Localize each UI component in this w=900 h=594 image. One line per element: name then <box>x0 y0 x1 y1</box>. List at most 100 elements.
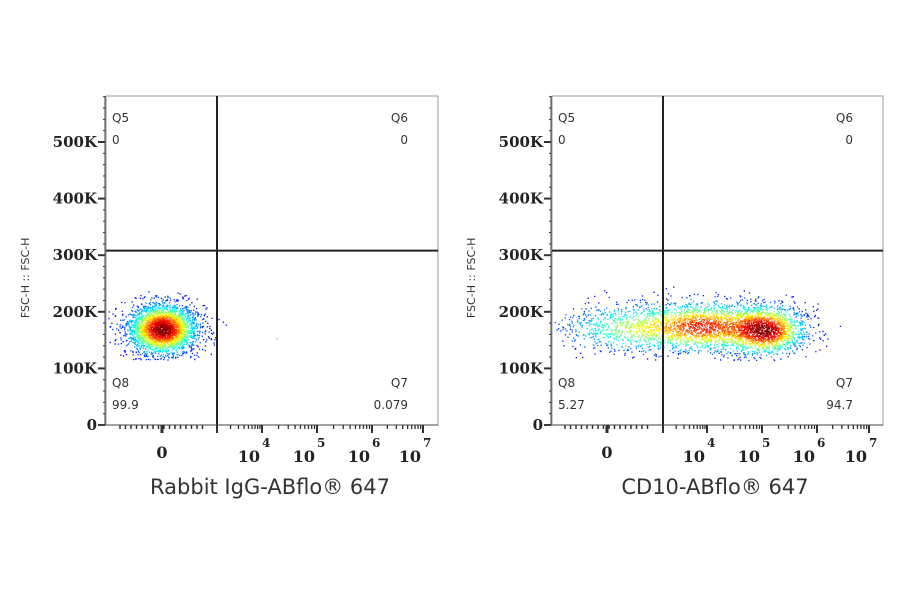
event-dot <box>130 321 132 323</box>
event-dot <box>752 335 754 337</box>
event-dot <box>171 332 173 334</box>
event-dot <box>175 323 177 326</box>
event-dot <box>773 359 775 361</box>
event-dot <box>139 337 141 340</box>
event-dot <box>149 339 151 341</box>
event-dot <box>170 323 172 326</box>
event-dot <box>162 313 164 315</box>
event-dot <box>743 290 745 292</box>
event-dot <box>193 328 195 330</box>
event-dot <box>149 315 152 317</box>
event-dot <box>778 346 780 348</box>
event-dot <box>137 343 139 345</box>
event-dot <box>196 298 198 300</box>
event-dot <box>745 335 747 337</box>
event-dot <box>158 307 160 309</box>
event-dot <box>759 310 761 313</box>
event-dot <box>194 334 196 336</box>
event-dot <box>179 312 181 315</box>
event-dot <box>784 333 786 335</box>
event-dot <box>747 308 749 310</box>
event-dot <box>788 353 791 355</box>
event-dot <box>174 336 176 339</box>
event-dot <box>141 317 143 319</box>
event-dot <box>149 308 151 310</box>
event-dot <box>748 343 750 345</box>
event-dot <box>729 331 732 333</box>
event-dot <box>158 335 160 337</box>
event-dot <box>170 306 172 309</box>
event-dot <box>715 336 717 338</box>
event-dot <box>142 305 144 307</box>
event-dot <box>763 337 765 340</box>
event-dot <box>150 348 152 350</box>
event-dot <box>171 345 173 347</box>
event-dot <box>787 340 789 342</box>
event-dot <box>139 297 142 299</box>
event-dot <box>177 329 179 331</box>
quadrant-label-q5: Q5 <box>112 111 129 125</box>
event-dot <box>799 337 801 339</box>
event-dot <box>144 328 146 330</box>
event-dot <box>181 324 183 326</box>
event-dot <box>162 350 164 352</box>
event-dot <box>167 349 169 351</box>
event-dot <box>765 325 767 327</box>
event-dot <box>778 347 780 349</box>
event-dot <box>756 353 758 355</box>
event-dot <box>135 323 137 325</box>
event-dot <box>774 322 776 324</box>
event-dot <box>158 308 161 310</box>
event-dot <box>167 346 169 348</box>
y-tick-label: 200K <box>53 303 98 321</box>
event-dot <box>186 310 188 312</box>
event-dot <box>743 327 745 329</box>
event-dot <box>787 342 789 344</box>
event-dot <box>806 331 808 333</box>
event-dot <box>776 350 778 352</box>
event-dot <box>187 330 190 332</box>
event-dot <box>770 306 773 308</box>
event-dot <box>124 350 126 352</box>
event-dot <box>752 333 754 335</box>
event-dot <box>210 353 212 355</box>
event-dot <box>177 340 179 342</box>
event-dot <box>152 301 154 304</box>
event-dot <box>173 353 175 355</box>
event-dot <box>156 325 158 327</box>
event-dot <box>193 322 195 324</box>
event-dot <box>757 306 759 308</box>
event-dot <box>783 336 785 338</box>
event-dot <box>114 343 116 345</box>
event-dot <box>726 318 728 320</box>
event-dot <box>125 340 127 342</box>
event-dot <box>778 321 781 323</box>
event-dot <box>801 335 803 338</box>
event-dot <box>746 310 748 312</box>
event-dot <box>186 330 189 332</box>
event-dot <box>734 306 736 308</box>
event-dot <box>153 315 155 317</box>
event-dot <box>807 315 809 317</box>
event-dot <box>138 324 140 326</box>
event-dot <box>800 332 802 335</box>
event-dot <box>194 332 196 334</box>
event-dot <box>744 297 746 299</box>
event-dot <box>144 348 147 350</box>
event-dot <box>165 351 167 353</box>
event-dot <box>163 317 165 319</box>
event-dot <box>166 322 168 324</box>
event-dot <box>751 310 753 312</box>
event-dot <box>133 336 135 338</box>
event-dot <box>762 305 764 307</box>
event-dot <box>156 312 158 314</box>
event-dot <box>155 334 157 336</box>
event-dot <box>740 329 742 332</box>
event-dot <box>196 354 198 357</box>
event-dot <box>747 347 749 349</box>
event-dot <box>152 343 154 345</box>
event-dot <box>189 323 191 325</box>
event-dot <box>736 338 738 340</box>
event-dot <box>178 310 180 312</box>
event-dot <box>164 337 166 340</box>
